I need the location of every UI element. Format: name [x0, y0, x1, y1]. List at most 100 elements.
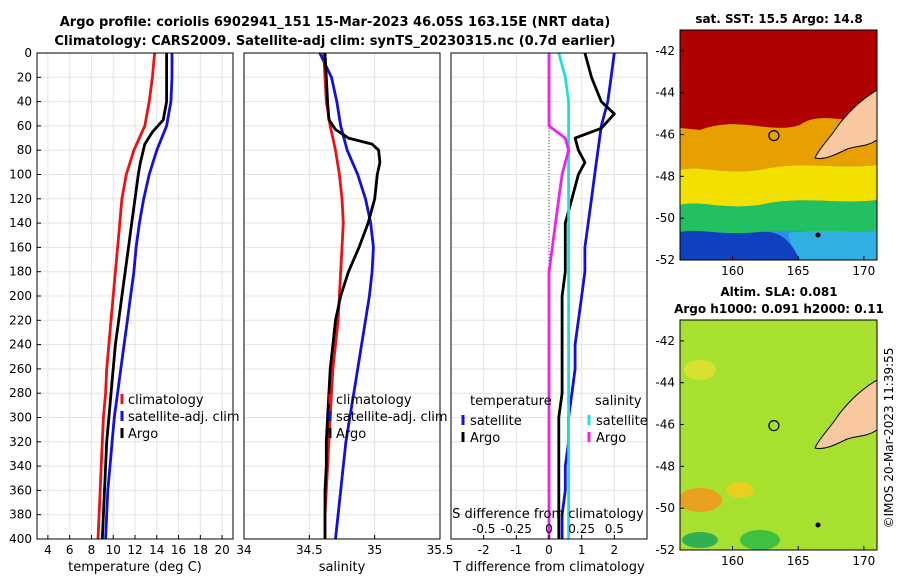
x-tick-label: 35.5	[427, 543, 454, 557]
x-tick-label: 16	[171, 543, 186, 557]
y-tick-label: 240	[9, 338, 32, 352]
map-y-tick-label: -42	[655, 334, 675, 348]
y-tick-label: 40	[17, 95, 32, 109]
series-line-salinity-2	[323, 52, 382, 539]
map-x-tick-label: 165	[787, 554, 810, 568]
map-x-tick-label: 170	[852, 554, 875, 568]
y-tick-label: 120	[9, 192, 32, 206]
map-y-tick-label: -50	[655, 501, 675, 515]
sla-yellow-blob	[726, 482, 754, 498]
y-tick-label: 320	[9, 435, 32, 449]
x2-tick-label: 0	[545, 522, 553, 536]
sst-argo-marker	[768, 129, 780, 142]
x-tick-label: 8	[88, 543, 96, 557]
sst-yellow-band	[680, 165, 877, 207]
series-line-temperature-1	[104, 53, 174, 540]
legend-left-label-1: Argo	[470, 431, 500, 446]
x2-tick-label: 0.5	[605, 522, 624, 536]
map-y-tick-label: -46	[655, 128, 675, 142]
x-axis-label: salinity	[319, 560, 366, 575]
legend-label-2: Argo	[336, 427, 366, 442]
y-tick-label: 300	[9, 411, 32, 425]
x2-axis-label: S difference from climatology	[452, 507, 644, 522]
sst-map-frame	[679, 29, 878, 261]
sla-green-blob	[740, 530, 780, 550]
y-tick-label: 340	[9, 459, 32, 473]
x-tick-label: 18	[193, 543, 208, 557]
sla-map-frame	[679, 319, 878, 551]
title-line2: Climatology: CARS2009. Satellite-adj cli…	[54, 34, 615, 49]
y-tick-label: 360	[9, 483, 32, 497]
x-tick-label: 1	[578, 543, 586, 557]
x-tick-label: 34	[236, 543, 251, 557]
sst-orange-band	[680, 118, 877, 172]
map-y-tick-label: -52	[655, 543, 675, 557]
map-x-tick-label: 165	[787, 264, 810, 278]
sst-land-nz	[814, 89, 877, 159]
y-tick-label: 380	[9, 508, 32, 522]
title-line1: Argo profile: coriolis 6902941_151 15-Ma…	[60, 15, 611, 30]
map-y-tick-label: -46	[655, 418, 675, 432]
map-y-tick-label: -48	[655, 169, 675, 183]
x-tick-label: 2	[611, 543, 619, 557]
sla-land-nz	[814, 379, 877, 449]
legend-left-label-0: satellite	[470, 414, 522, 429]
sst-map: sat. SST: 15.5 Argo: 14.8 160 165 170 -42 -4…	[655, 12, 878, 278]
x-tick-label: 10	[106, 543, 121, 557]
x-tick-label: 20	[214, 543, 229, 557]
y-tick-label: 20	[17, 70, 32, 84]
sla-map-subtitle: Argo h1000: 0.091 h2000: 0.11	[674, 302, 884, 316]
sst-green-band	[680, 200, 877, 234]
sla-yellow-blob-2	[684, 360, 716, 380]
map-x-tick-label: 160	[721, 554, 744, 568]
y-tick-label: 400	[9, 532, 32, 546]
sla-map: Altim. SLA: 0.081 Argo h1000: 0.091 h200…	[655, 285, 884, 568]
legend-label-2: Argo	[128, 427, 158, 442]
y-tick-label: 220	[9, 313, 32, 327]
y-tick-label: 180	[9, 265, 32, 279]
sst-warm-region	[680, 30, 877, 130]
sst-cyan-region	[788, 230, 877, 260]
map-y-tick-label: -44	[655, 86, 675, 100]
y-tick-label: 280	[9, 386, 32, 400]
x-tick-label: 12	[127, 543, 142, 557]
y-tick-label: 160	[9, 240, 32, 254]
sst-island	[815, 232, 821, 238]
y-tick-label: 200	[9, 289, 32, 303]
x-tick-label: -1	[510, 543, 522, 557]
sla-green-blob-2	[682, 532, 718, 548]
legend-title-salinity: salinity	[595, 394, 642, 409]
series-line-difference-3	[547, 53, 570, 539]
y-tick-label: 100	[9, 168, 32, 182]
legend-label-0: climatology	[128, 393, 204, 408]
salinity-panel: 34 34.5 35 35.5 salinity climatology satellite…	[236, 52, 454, 575]
series-line-temperature-0	[96, 52, 156, 540]
y-tick-label: 140	[9, 216, 32, 230]
legend-right-label-1: Argo	[596, 431, 626, 446]
y-tick-label: 80	[17, 143, 32, 157]
x-tick-label: 6	[66, 543, 74, 557]
x2-tick-label: 0.25	[568, 522, 595, 536]
timestamp-stamp: ©IMOS 20-Mar-2023 11:39:55	[882, 348, 896, 529]
salinity-frame	[243, 52, 441, 540]
legend-label-1: satellite-adj. clim	[336, 410, 448, 425]
sla-orange-blob	[680, 488, 722, 512]
series-line-difference-2	[557, 52, 570, 539]
series-line-temperature-2	[100, 53, 168, 540]
series-line-difference-0	[560, 52, 616, 539]
series-line-difference-1	[557, 52, 616, 539]
x-tick-label: 14	[149, 543, 164, 557]
sst-map-title: sat. SST: 15.5 Argo: 14.8	[695, 12, 862, 26]
x-tick-label: 0	[545, 543, 553, 557]
x-tick-label: 34.5	[296, 543, 323, 557]
x-tick-label: -2	[478, 543, 490, 557]
map-y-tick-label: -52	[655, 253, 675, 267]
map-y-tick-label: -44	[655, 376, 675, 390]
temperature-panel: 4 6 8 10 12 14 16 18 20 temperature (deg C) 0 20 40 6…	[9, 46, 240, 575]
x-axis-label: T difference from climatology	[452, 560, 645, 575]
legend-title-temperature: temperature	[470, 394, 552, 409]
map-y-tick-label: -48	[655, 459, 675, 473]
map-x-tick-label: 170	[852, 264, 875, 278]
x2-tick-label: -0.25	[501, 522, 532, 536]
